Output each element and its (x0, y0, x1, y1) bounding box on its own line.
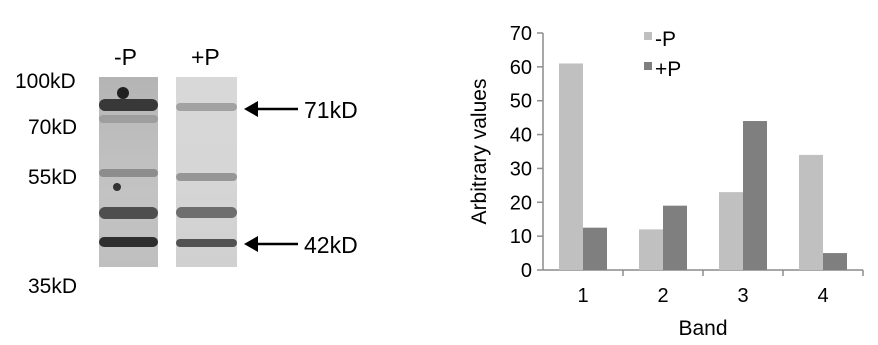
bar-plus-p-band-2 (663, 205, 687, 270)
x-tick-label: 3 (737, 285, 748, 307)
y-axis-title: Arbitrary values (468, 79, 491, 225)
blot-band (99, 99, 158, 111)
mw-marker-100kd: 100kD (15, 70, 76, 93)
legend-swatch-minus-p (644, 32, 652, 40)
y-tick-label: 70 (510, 23, 532, 45)
blot-band (176, 103, 237, 111)
bar-minus-p-band-3 (719, 192, 743, 270)
y-tick-label: 40 (510, 125, 532, 147)
bar-plus-p-band-3 (743, 121, 767, 271)
legend-swatch-plus-p (644, 62, 652, 70)
blot-lane-plus-p (176, 77, 237, 267)
blot-spot (113, 183, 121, 191)
arrow-71kd (244, 101, 298, 117)
bar-chart-panel: 0 10 20 30 40 50 60 70 1 2 3 4 Band Arbitrary values -… (420, 0, 878, 345)
x-tick-label: 2 (657, 285, 668, 307)
bar-plus-p-band-4 (823, 253, 847, 270)
y-tick-label: 20 (510, 192, 532, 214)
bar-minus-p-band-2 (639, 229, 663, 270)
mw-marker-70kd: 70kD (28, 116, 78, 139)
blot-band (99, 237, 158, 247)
x-tick-label: 1 (577, 285, 588, 307)
mw-marker-55kd: 55kD (28, 166, 78, 189)
y-tick-label: 30 (510, 158, 532, 180)
arrow-label-42kd: 42kD (304, 232, 358, 258)
blot-band (176, 173, 237, 181)
bar-minus-p-band-4 (799, 154, 823, 270)
bar-minus-p-band-1 (559, 63, 583, 270)
lane-label-minus-p: -P (114, 44, 137, 70)
blot-band (176, 207, 237, 218)
bar-plus-p-band-1 (583, 227, 607, 270)
arrow-label-71kd: 71kD (304, 97, 358, 123)
x-axis-title: Band (678, 317, 727, 340)
legend-label-minus-p: -P (655, 28, 676, 51)
blot-band (99, 169, 158, 177)
blot-band (99, 207, 158, 219)
lane-label-plus-p: +P (191, 44, 220, 70)
blot-band (99, 115, 158, 123)
y-tick-label: 50 (510, 91, 532, 113)
arrow-42kd (244, 236, 298, 252)
blot-spot (117, 87, 129, 99)
mw-marker-35kd: 35kD (28, 275, 78, 298)
blot-lane-minus-p (99, 77, 158, 267)
western-blot-panel: -P +P 100kD 70kD 55kD 35kD 71kD 42kD (0, 0, 420, 345)
x-tick-label: 4 (817, 285, 828, 307)
blot-band (176, 239, 237, 247)
y-tick-label: 60 (510, 57, 532, 79)
y-tick-label: 0 (521, 260, 532, 282)
legend-label-plus-p: +P (655, 58, 681, 81)
bar-chart: 0 10 20 30 40 50 60 70 1 2 3 4 Band Arbitrary values -… (468, 23, 864, 340)
y-tick-label: 10 (510, 226, 532, 248)
